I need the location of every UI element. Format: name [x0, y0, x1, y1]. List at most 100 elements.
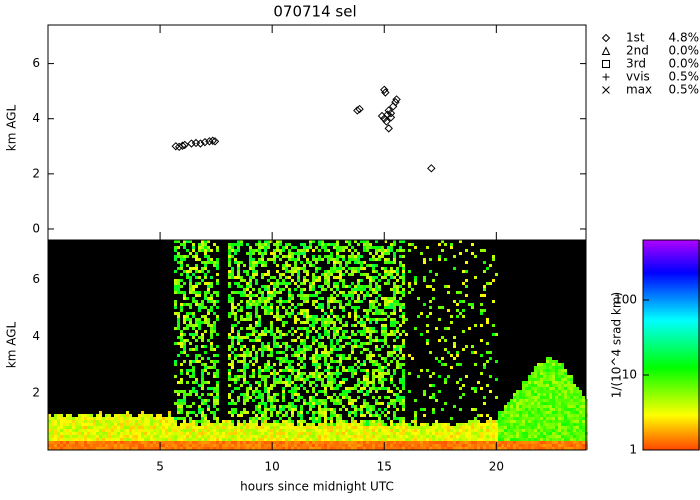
backscatter-cell [237, 441, 240, 444]
backscatter-cell [333, 387, 336, 390]
colorbar-swatch [643, 348, 700, 350]
backscatter-cell [210, 423, 213, 426]
backscatter-cell [288, 258, 291, 261]
backscatter-cell [375, 306, 378, 309]
backscatter-cell [444, 327, 447, 330]
backscatter-cell [321, 306, 324, 309]
backscatter-cell [144, 426, 147, 429]
backscatter-cell [516, 435, 519, 438]
backscatter-cell [351, 366, 354, 369]
backscatter-cell [384, 249, 387, 252]
backscatter-cell [546, 435, 549, 438]
backscatter-cell [537, 390, 540, 393]
backscatter-cell [369, 435, 372, 438]
backscatter-cell [246, 336, 249, 339]
backscatter-cell [426, 342, 429, 345]
backscatter-cell [393, 255, 396, 258]
backscatter-cell [150, 447, 153, 450]
backscatter-cell [453, 441, 456, 444]
backscatter-cell [348, 426, 351, 429]
backscatter-cell [96, 414, 99, 417]
data-point [187, 139, 196, 148]
backscatter-cell [465, 441, 468, 444]
backscatter-cell [189, 306, 192, 309]
backscatter-cell [303, 327, 306, 330]
backscatter-cell [150, 423, 153, 426]
backscatter-cell [537, 438, 540, 441]
backscatter-cell [270, 444, 273, 447]
backscatter-cell [507, 435, 510, 438]
backscatter-cell [348, 438, 351, 441]
backscatter-cell [318, 375, 321, 378]
backscatter-cell [513, 396, 516, 399]
backscatter-cell [186, 372, 189, 375]
backscatter-cell [402, 321, 405, 324]
backscatter-cell [441, 336, 444, 339]
backscatter-cell [261, 444, 264, 447]
colorbar-swatch [643, 308, 700, 310]
backscatter-cell [324, 399, 327, 402]
backscatter-cell [405, 432, 408, 435]
backscatter-cell [279, 447, 282, 450]
backscatter-cell [237, 420, 240, 423]
backscatter-cell [393, 312, 396, 315]
backscatter-cell [141, 435, 144, 438]
backscatter-cell [201, 321, 204, 324]
backscatter-cell [234, 306, 237, 309]
backscatter-cell [303, 357, 306, 360]
backscatter-cell [90, 441, 93, 444]
backscatter-cell [579, 435, 582, 438]
backscatter-cell [210, 336, 213, 339]
backscatter-cell [114, 447, 117, 450]
backscatter-cell [360, 438, 363, 441]
backscatter-cell [276, 441, 279, 444]
backscatter-cell [162, 429, 165, 432]
backscatter-cell [195, 426, 198, 429]
backscatter-cell [318, 399, 321, 402]
backscatter-cell [372, 423, 375, 426]
backscatter-cell [207, 405, 210, 408]
backscatter-cell [330, 339, 333, 342]
backscatter-cell [525, 438, 528, 441]
backscatter-cell [231, 426, 234, 429]
backscatter-cell [342, 381, 345, 384]
backscatter-cell [552, 390, 555, 393]
legend-symbol [602, 73, 610, 81]
backscatter-cell [228, 345, 231, 348]
backscatter-cell [237, 261, 240, 264]
backscatter-cell [183, 396, 186, 399]
backscatter-cell [213, 447, 216, 450]
colorbar-swatch [643, 344, 700, 346]
colorbar-swatch [643, 370, 700, 372]
backscatter-cell [294, 330, 297, 333]
backscatter-cell [342, 249, 345, 252]
backscatter-cell [351, 438, 354, 441]
backscatter-cell [240, 360, 243, 363]
backscatter-cell [177, 444, 180, 447]
backscatter-cell [120, 423, 123, 426]
backscatter-cell [357, 267, 360, 270]
backscatter-cell [327, 426, 330, 429]
backscatter-cell [177, 312, 180, 315]
backscatter-cell [447, 435, 450, 438]
backscatter-cell [384, 327, 387, 330]
backscatter-cell [237, 246, 240, 249]
backscatter-cell [252, 270, 255, 273]
backscatter-cell [291, 402, 294, 405]
backscatter-cell [570, 378, 573, 381]
backscatter-cell [285, 264, 288, 267]
backscatter-cell [267, 279, 270, 282]
backscatter-cell [453, 345, 456, 348]
backscatter-cell [492, 426, 495, 429]
backscatter-cell [402, 306, 405, 309]
backscatter-cell [432, 426, 435, 429]
backscatter-cell [213, 411, 216, 414]
backscatter-cell [543, 444, 546, 447]
backscatter-cell [327, 270, 330, 273]
backscatter-cell [324, 405, 327, 408]
backscatter-cell [384, 258, 387, 261]
backscatter-cell [246, 432, 249, 435]
backscatter-cell [315, 417, 318, 420]
backscatter-cell [195, 420, 198, 423]
backscatter-cell [120, 441, 123, 444]
